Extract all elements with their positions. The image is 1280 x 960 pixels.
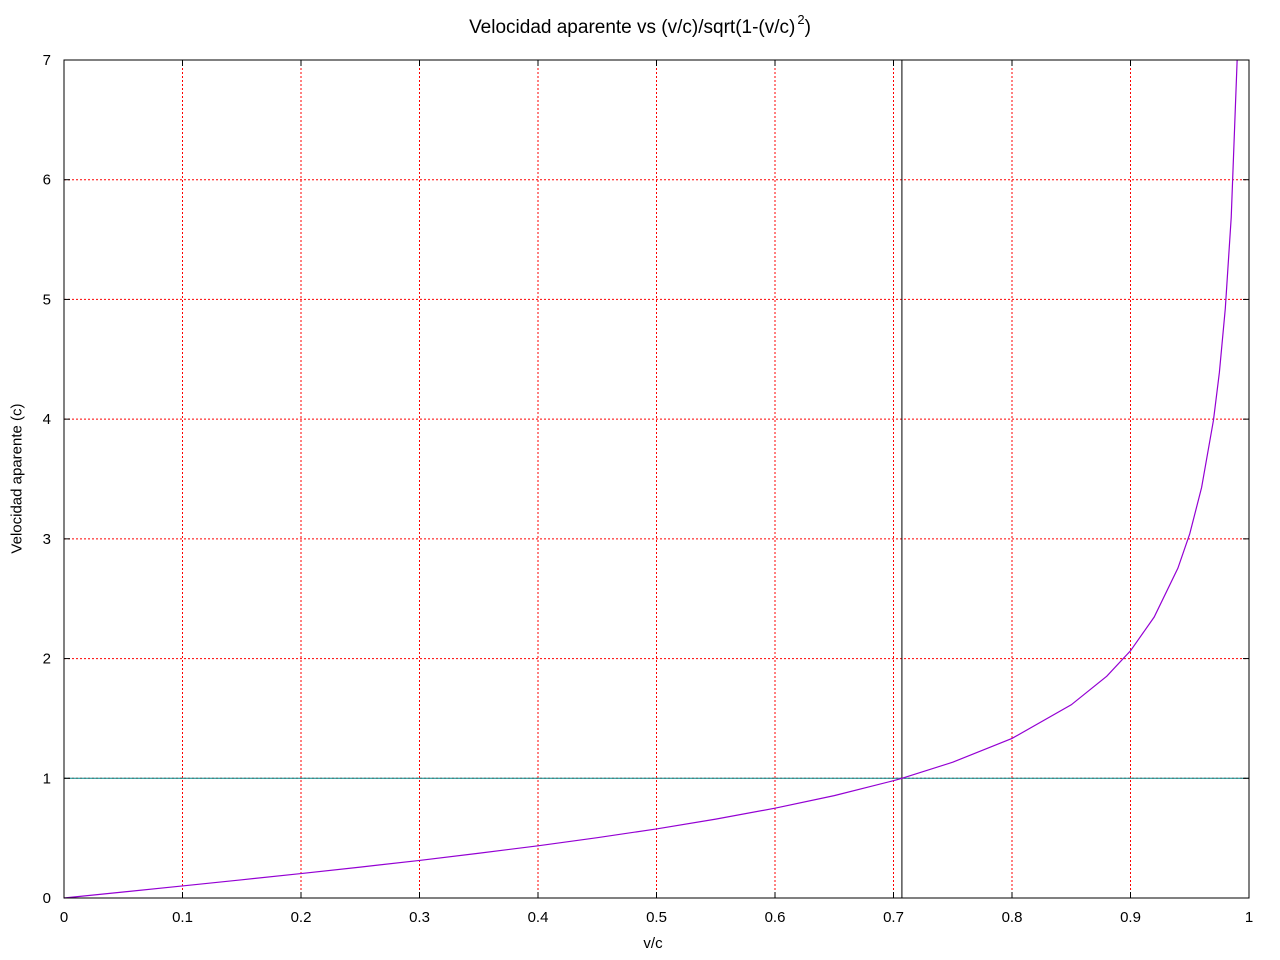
x-tick-label: 0.8 xyxy=(1002,909,1023,926)
series-line xyxy=(63,59,1238,899)
y-tick-label: 7 xyxy=(43,52,51,69)
x-tick-label: 0.9 xyxy=(1120,909,1141,926)
ticks: 0 0.1 0.2 0.3 0.4 0.5 0.6 0.7 0.8 0.9 1 0 1 2 3 4 5 6 7 xyxy=(43,52,1254,926)
chart-title-close: ) xyxy=(804,17,811,38)
x-tick-label: 0.7 xyxy=(883,909,904,926)
x-tick-label: 0 xyxy=(60,909,68,926)
y-tick-label: 1 xyxy=(43,770,51,787)
reference-lines xyxy=(64,60,1249,898)
grid xyxy=(64,60,1249,898)
series-layer xyxy=(63,59,1238,899)
y-tick-label: 0 xyxy=(43,890,51,907)
chart-title-exponent: 2 xyxy=(797,12,805,27)
y-tick-label: 2 xyxy=(43,651,51,668)
x-tick-label: 0.6 xyxy=(765,909,786,926)
y-tick-label: 3 xyxy=(43,531,51,548)
y-tick-label: 5 xyxy=(43,291,51,308)
y-tick-label: 6 xyxy=(43,172,51,189)
chart-title-text: Velocidad aparente vs (v/c)/sqrt(1-(v/c) xyxy=(469,17,796,38)
x-tick-label: 0.3 xyxy=(409,909,430,926)
chart-title: Velocidad aparente vs (v/c)/sqrt(1-(v/c)… xyxy=(0,12,1280,39)
x-tick-label: 0.2 xyxy=(291,909,312,926)
y-tick-label: 4 xyxy=(43,411,51,428)
x-tick-label: 0.4 xyxy=(528,909,549,926)
x-tick-label: 1 xyxy=(1245,909,1253,926)
y-axis-label: Velocidad aparente (c) xyxy=(8,403,26,554)
x-axis-label: v/c xyxy=(643,935,663,952)
x-tick-label: 0.1 xyxy=(172,909,193,926)
x-tick-label: 0.5 xyxy=(646,909,667,926)
